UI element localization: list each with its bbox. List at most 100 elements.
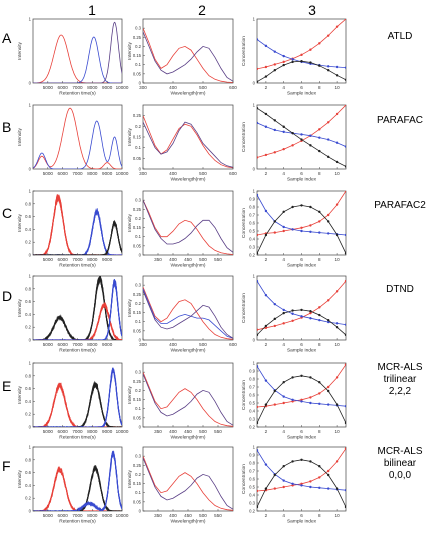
plot-frame (142, 190, 234, 256)
data-point-red (344, 363, 346, 366)
data-point-blue (257, 279, 259, 283)
y-tick-label: 0.8 (249, 205, 255, 210)
data-point-red (318, 128, 321, 131)
y-tick-label: 0.2 (249, 253, 255, 258)
y-tick-label: 0.15 (133, 53, 142, 58)
data-point-black (344, 252, 346, 255)
y-axis-label: Intensity (17, 41, 23, 59)
y-tick-label: 0.6 (25, 470, 31, 475)
x-tick-label: 9000 (102, 257, 113, 262)
y-tick-label: 0.25 (133, 379, 142, 384)
data-point-black (300, 458, 303, 461)
data-point-black (282, 465, 285, 468)
data-point-red (264, 65, 268, 69)
series-group (143, 199, 233, 255)
data-point-blue (264, 379, 268, 382)
plot-frame (142, 104, 234, 170)
x-tick-label: 2 (265, 85, 268, 90)
x-tick-label: 8 (318, 171, 321, 176)
y-tick-label: 0.4 (25, 399, 31, 404)
x-tick-label: 450 (184, 513, 192, 518)
y-tick-label: 0.05 (133, 71, 142, 76)
data-point-blue (300, 133, 303, 136)
data-point-black (318, 64, 321, 67)
data-point-black (300, 204, 303, 207)
data-point-black (257, 505, 259, 509)
data-point-blue (291, 58, 294, 61)
column-header-2: 2 (198, 2, 206, 18)
y-axis-label: Intensity (127, 213, 133, 231)
y-tick-label: 0.1 (135, 234, 141, 239)
y-tick-label: 0.6 (249, 393, 255, 398)
x-tick-label: 4 (282, 342, 285, 347)
series-purple (33, 21, 122, 83)
data-point-blue (327, 320, 330, 324)
y-tick-label: 0.8 (25, 373, 31, 378)
x-tick-label: 400 (169, 342, 177, 347)
x-tick-label: 5000 (43, 85, 54, 90)
data-point-blue (264, 294, 268, 297)
data-point-black (309, 460, 312, 463)
y-tick-label: 0.3 (135, 26, 141, 31)
data-point-black (273, 220, 276, 223)
x-tick-label: 10000 (116, 85, 129, 90)
data-point-blue (327, 65, 330, 68)
series-purple (143, 290, 233, 339)
data-point-black (300, 138, 303, 141)
x-tick-label: 400 (169, 171, 177, 176)
data-point-blue (335, 65, 339, 69)
x-axis-label: Wavelength(nm) (170, 177, 205, 183)
panel-d1: 5000 6000 7000 8000 9000 0 0.2 0.4 0.6 0.8 1 Retent… (17, 274, 123, 354)
row-label-a: A (2, 30, 12, 46)
x-tick-label: 500 (199, 85, 207, 90)
y-tick-label: 0.2 (135, 44, 141, 49)
data-point-black (335, 487, 339, 490)
data-point-black (291, 131, 294, 135)
data-point-red (344, 105, 346, 107)
data-point-red (300, 226, 303, 229)
series-red (143, 286, 233, 340)
y-tick-label: 0 (139, 167, 142, 172)
x-tick-label: 8000 (87, 257, 98, 262)
y-tick-label: 0 (253, 338, 256, 343)
y-tick-label: 0.2 (135, 388, 141, 393)
data-point-red (318, 306, 321, 309)
x-axis-label: Wavelength(nm) (170, 519, 205, 525)
y-tick-label: 0.6 (249, 221, 255, 226)
data-point-black (264, 324, 268, 328)
data-point-blue (344, 145, 346, 148)
data-point-black (318, 381, 321, 384)
series-red (143, 455, 233, 511)
data-point-black (291, 376, 294, 379)
data-point-blue (318, 136, 321, 139)
y-tick-label: 0.4 (25, 227, 31, 232)
plot-frame (256, 190, 347, 256)
x-tick-label: 450 (184, 257, 192, 262)
y-axis-label: Concentration (241, 293, 247, 323)
y-tick-label: 0.6 (25, 299, 31, 304)
y-tick-label: 0.7 (249, 469, 255, 474)
plot-frame (32, 446, 123, 512)
series-red (143, 115, 233, 169)
data-point-black (257, 333, 259, 337)
y-tick-label: 0.15 (133, 481, 142, 486)
data-point-red (282, 147, 285, 151)
x-tick-label: 600 (229, 85, 237, 90)
series-red (143, 27, 233, 83)
data-point-red (282, 229, 285, 233)
panel-e2: 350 400 450 500 550 0 0.05 0.1 0.15 0.2 0.25 0.3 Wav… (127, 362, 234, 441)
data-point-black (335, 403, 339, 406)
data-point-black (282, 311, 285, 315)
x-axis-label: Wavelength(nm) (170, 91, 205, 97)
x-tick-label: 5000 (43, 513, 54, 518)
data-point-blue (327, 138, 330, 141)
x-tick-label: 10 (335, 342, 341, 347)
series-group (257, 105, 346, 168)
x-tick-label: 300 (139, 171, 147, 176)
x-tick-label: 350 (154, 513, 162, 518)
data-point-black (344, 78, 346, 81)
x-tick-label: 550 (214, 429, 222, 434)
data-point-red (273, 63, 276, 66)
